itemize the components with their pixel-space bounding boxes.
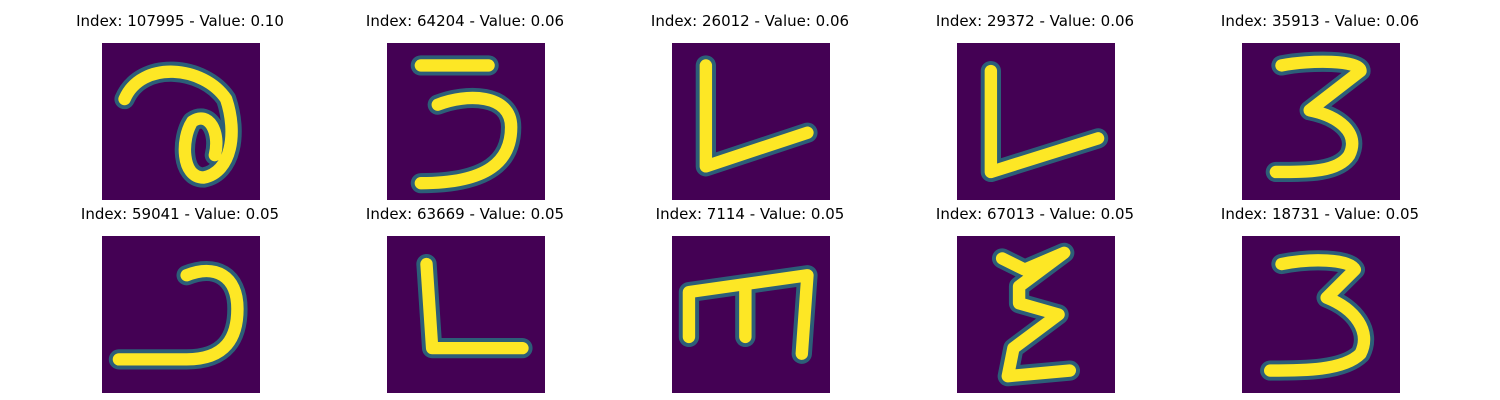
grid-panel-1: Index: 107995 - Value: 0.10: [30, 8, 330, 200]
grid-panel-6: Index: 59041 - Value: 0.05: [30, 201, 330, 393]
grid-panel-4: Index: 29372 - Value: 0.06: [885, 8, 1185, 200]
digit-image: [102, 43, 260, 200]
grid-panel-8: Index: 7114 - Value: 0.05: [600, 201, 900, 393]
panel-title: Index: 67013 - Value: 0.05: [935, 205, 1135, 223]
grid-panel-3: Index: 26012 - Value: 0.06: [600, 8, 900, 200]
grid-panel-2: Index: 64204 - Value: 0.06: [315, 8, 615, 200]
panel-title: Index: 35913 - Value: 0.06: [1220, 12, 1420, 30]
panel-title: Index: 7114 - Value: 0.05: [655, 205, 845, 223]
digit-image: [102, 236, 260, 393]
digit-image: [672, 236, 830, 393]
panel-title: Index: 63669 - Value: 0.05: [365, 205, 565, 223]
grid-panel-10: Index: 18731 - Value: 0.05: [1170, 201, 1470, 393]
grid-panel-5: Index: 35913 - Value: 0.06: [1170, 8, 1470, 200]
digit-image: [1242, 236, 1400, 393]
panel-title: Index: 18731 - Value: 0.05: [1220, 205, 1420, 223]
digit-image: [387, 43, 545, 200]
panel-title: Index: 59041 - Value: 0.05: [80, 205, 280, 223]
panel-title: Index: 64204 - Value: 0.06: [365, 12, 565, 30]
digit-image: [672, 43, 830, 200]
panel-title: Index: 26012 - Value: 0.06: [650, 12, 850, 30]
digit-image: [957, 236, 1115, 393]
digit-image: [387, 236, 545, 393]
panel-title: Index: 107995 - Value: 0.10: [76, 12, 284, 30]
grid-panel-7: Index: 63669 - Value: 0.05: [315, 201, 615, 393]
digit-image: [957, 43, 1115, 200]
grid-panel-9: Index: 67013 - Value: 0.05: [885, 201, 1185, 393]
panel-title: Index: 29372 - Value: 0.06: [935, 12, 1135, 30]
digit-image: [1242, 43, 1400, 200]
